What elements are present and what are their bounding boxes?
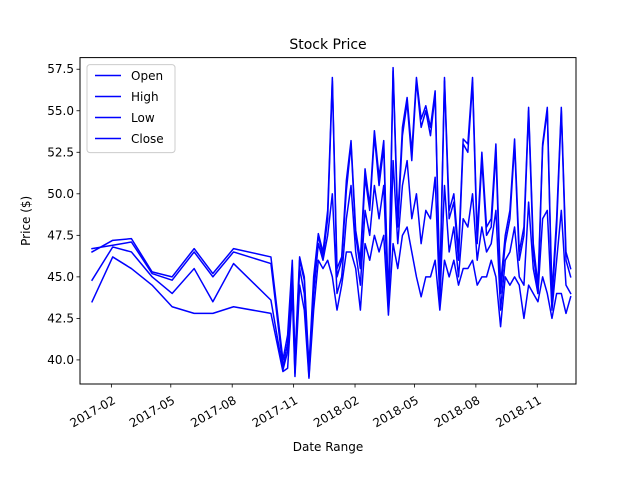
y-tick-label: 47.5 <box>47 228 74 242</box>
y-tick-label: 52.5 <box>47 145 74 159</box>
legend-frame <box>86 64 176 154</box>
chart-title: Stock Price <box>289 37 366 53</box>
x-axis-label: Date Range <box>293 440 364 454</box>
y-tick-label: 42.5 <box>47 311 74 325</box>
y-tick-label: 50.0 <box>47 187 74 201</box>
legend-label-high: High <box>131 90 159 104</box>
y-tick-label: 55.0 <box>47 104 74 118</box>
legend-label-low: Low <box>131 111 155 125</box>
legend: Open High Low Close <box>86 64 176 154</box>
legend-label-close: Close <box>131 132 164 146</box>
plot-lines <box>90 66 572 379</box>
y-axis-label: Price ($) <box>19 196 33 246</box>
y-tick-label: 40.0 <box>47 353 74 367</box>
y-tick-label: 45.0 <box>47 270 74 284</box>
y-tick-label: 57.5 <box>47 62 74 76</box>
legend-label-open: Open <box>131 69 163 83</box>
series-line-close <box>90 159 572 378</box>
axes-frame <box>79 57 577 385</box>
y-axis-ticks: 40.0 42.5 45.0 47.5 50.0 52.5 55.0 57.5 <box>47 62 80 367</box>
